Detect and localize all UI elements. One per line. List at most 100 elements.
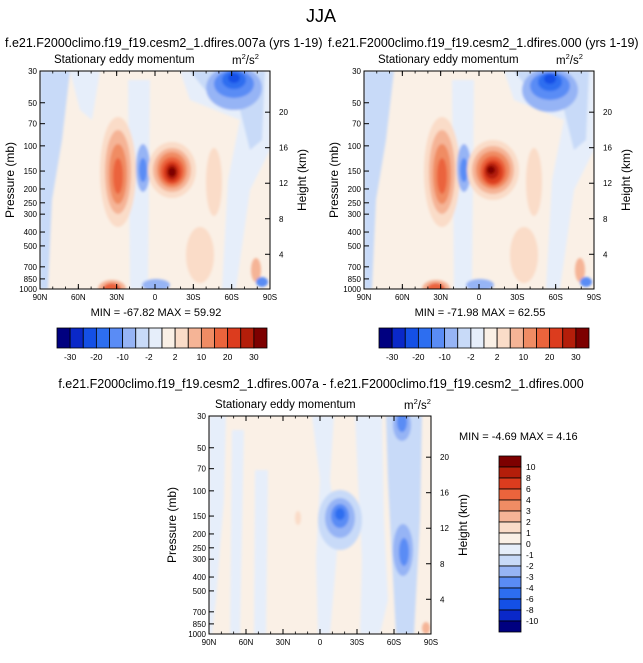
- colorbar-label: 2: [495, 352, 500, 362]
- y-tick-label: 100: [193, 487, 207, 496]
- colorbar-swatch: [253, 327, 268, 349]
- colorbar-swatch: [69, 327, 84, 349]
- y-tick-label: 400: [24, 228, 38, 237]
- colorbar-label: 20: [545, 352, 555, 362]
- colorbar-swatch: [417, 327, 432, 349]
- svg-text:m2/s2: m2/s2: [404, 397, 431, 412]
- colorbar-label: 2: [173, 352, 178, 362]
- colorbar-label: -1: [526, 550, 534, 560]
- colorbar-swatch: [498, 554, 522, 567]
- colorbar-swatch: [214, 327, 229, 349]
- panel-2-min-max: MIN = -71.98 MAX = 62.55: [415, 307, 546, 319]
- panel-1-colorbar: -30 -20 -10 -2 2 10 20 30: [56, 327, 268, 362]
- panel-diff-min-max: MIN = -4.69 MAX = 4.16: [459, 431, 578, 443]
- x-tick-label: 60N: [71, 293, 86, 302]
- x-tick-label: 90N: [33, 293, 48, 302]
- colorbar-swatch: [496, 327, 511, 349]
- x-tick-label: 30S: [186, 293, 200, 302]
- colorbar-label: -6: [526, 594, 534, 604]
- colorbar-swatch: [109, 327, 124, 349]
- x-tick-label: 30N: [276, 638, 291, 647]
- colorbar-label: 3: [526, 506, 531, 516]
- y-right-tick-label: 4: [279, 250, 284, 259]
- panel-diff-units: m2/s2: [404, 397, 431, 412]
- colorbar-label: -10: [438, 352, 451, 362]
- panel-2-units: m2/s2: [556, 52, 583, 67]
- panel-2-title: f.e21.F2000climo.f19_f19.cesm2_1.dfires.…: [328, 36, 639, 50]
- panel-1: f.e21.F2000climo.f19_f19.cesm2_1.dfires.…: [3, 36, 323, 362]
- colorbar-swatch: [227, 327, 242, 349]
- y-tick-label: 250: [193, 544, 207, 553]
- y-right-tick-label: 8: [440, 560, 445, 569]
- colorbar-swatch: [509, 327, 524, 349]
- y-right-tick-label: 12: [440, 524, 449, 533]
- y-right-tick-label: 16: [603, 144, 612, 153]
- panel-diff-y-ticks-right: 20 16 12 8 4: [426, 453, 449, 604]
- panel-diff-ylabel: Pressure (mb): [165, 487, 179, 563]
- y-right-tick-label: 16: [279, 144, 288, 153]
- x-tick-label: 90S: [263, 293, 277, 302]
- colorbar-label: -30: [64, 352, 77, 362]
- panel-1-plot-area: [40, 71, 270, 289]
- svg-text:m2/s2: m2/s2: [556, 52, 583, 67]
- x-tick-label: 30S: [510, 293, 524, 302]
- panel-1-title: f.e21.F2000climo.f19_f19.cesm2_1.dfires.…: [5, 36, 323, 50]
- page-title: JJA: [306, 6, 336, 26]
- panel-1-min-max: MIN = -67.82 MAX = 59.92: [91, 307, 222, 319]
- colorbar-swatch: [498, 609, 522, 622]
- panel-1-units: m2/s2: [232, 52, 259, 67]
- x-tick-label: 30N: [433, 293, 448, 302]
- colorbar-label: -20: [412, 352, 425, 362]
- panel-diff-x-ticks: 90N 60N 30N 0 30S 60S 90S: [202, 416, 438, 647]
- y-tick-label: 100: [24, 142, 38, 151]
- y-tick-label: 500: [348, 242, 362, 251]
- x-tick-label: 0: [318, 638, 323, 647]
- svg-text:m2/s2: m2/s2: [232, 52, 259, 67]
- panel-1-ylabel-right: Height (km): [295, 149, 309, 211]
- panel-2: f.e21.F2000climo.f19_f19.cesm2_1.dfires.…: [327, 36, 639, 362]
- y-tick-label: 30: [352, 67, 361, 76]
- y-tick-label: 700: [348, 263, 362, 272]
- colorbar-label: 0: [526, 539, 531, 549]
- colorbar-swatch: [378, 327, 393, 349]
- panel-diff-title: f.e21.F2000climo.f19_f19.cesm2_1.dfires.…: [58, 377, 583, 391]
- y-tick-label: 150: [24, 167, 38, 176]
- panel-2-ylabel-right: Height (km): [619, 149, 633, 211]
- colorbar-swatch: [431, 327, 446, 349]
- colorbar-label: 1: [526, 528, 531, 538]
- x-tick-label: 60S: [387, 638, 401, 647]
- colorbar-swatch: [483, 327, 498, 349]
- colorbar-swatch: [498, 532, 522, 545]
- colorbar-swatch: [56, 327, 71, 349]
- colorbar-label: -20: [90, 352, 103, 362]
- y-right-tick-label: 12: [603, 179, 612, 188]
- y-tick-label: 1000: [19, 285, 37, 294]
- x-tick-label: 0: [477, 293, 482, 302]
- x-tick-label: 30N: [109, 293, 124, 302]
- panel-diff-subtitle: Stationary eddy momentum: [215, 399, 356, 411]
- colorbar-swatch: [498, 499, 522, 512]
- colorbar-swatch: [549, 327, 564, 349]
- colorbar-swatch: [536, 327, 551, 349]
- y-tick-label: 70: [28, 120, 37, 129]
- y-tick-label: 300: [193, 555, 207, 564]
- colorbar-swatch: [498, 565, 522, 578]
- y-tick-label: 400: [348, 228, 362, 237]
- colorbar-label: -3: [526, 572, 534, 582]
- panel-2-subtitle: Stationary eddy momentum: [378, 54, 519, 66]
- y-right-tick-label: 12: [279, 179, 288, 188]
- y-right-tick-label: 20: [603, 108, 612, 117]
- y-tick-label: 30: [28, 67, 37, 76]
- y-tick-label: 200: [348, 185, 362, 194]
- colorbar-swatch: [498, 620, 522, 633]
- colorbar-label: -10: [116, 352, 129, 362]
- colorbar-swatch: [404, 327, 419, 349]
- x-tick-label: 0: [153, 293, 158, 302]
- y-right-tick-label: 20: [440, 453, 449, 462]
- colorbar-label: 6: [526, 484, 531, 494]
- colorbar-label: -10: [526, 616, 539, 626]
